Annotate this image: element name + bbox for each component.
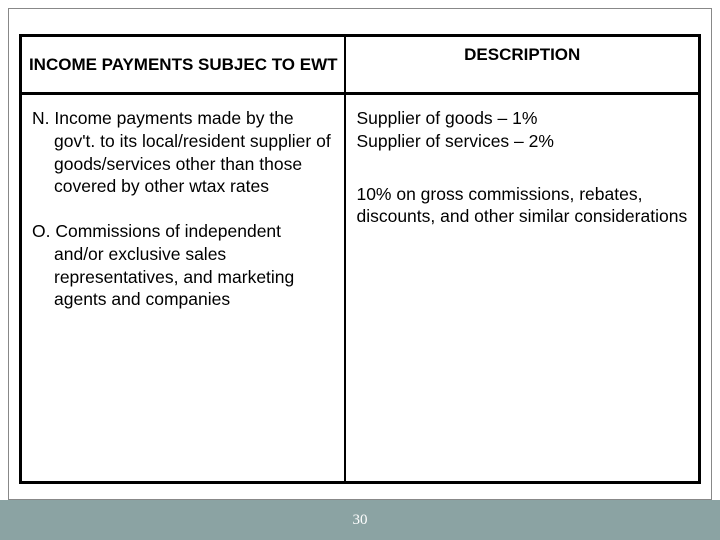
header-cell-income: INCOME PAYMENTS SUBJEC TO EWT <box>22 37 346 92</box>
page-number: 30 <box>353 512 368 529</box>
table-body: N. Income payments made by the gov't. to… <box>22 95 698 481</box>
header-label-left: INCOME PAYMENTS SUBJEC TO EWT <box>29 55 338 75</box>
header-label-right: DESCRIPTION <box>464 45 580 65</box>
header-cell-description: DESCRIPTION <box>346 37 698 92</box>
footer-bar: 30 <box>0 500 720 540</box>
table-body-right: Supplier of goods – 1% Supplier of servi… <box>346 95 698 481</box>
row-o-right: 10% on gross commissions, rebates, disco… <box>356 183 688 229</box>
ewt-table: INCOME PAYMENTS SUBJEC TO EWT DESCRIPTIO… <box>19 34 701 484</box>
row-n-right-line2: Supplier of services – 2% <box>356 130 688 153</box>
table-header-row: INCOME PAYMENTS SUBJEC TO EWT DESCRIPTIO… <box>22 37 698 95</box>
table-body-left: N. Income payments made by the gov't. to… <box>22 95 346 481</box>
row-o-left: O. Commissions of independent and/or exc… <box>32 220 334 311</box>
slide-frame: INCOME PAYMENTS SUBJEC TO EWT DESCRIPTIO… <box>8 8 712 500</box>
row-n-right-line1: Supplier of goods – 1% <box>356 107 688 130</box>
row-n-left: N. Income payments made by the gov't. to… <box>32 107 334 198</box>
row-n-right: Supplier of goods – 1% Supplier of servi… <box>356 107 688 153</box>
